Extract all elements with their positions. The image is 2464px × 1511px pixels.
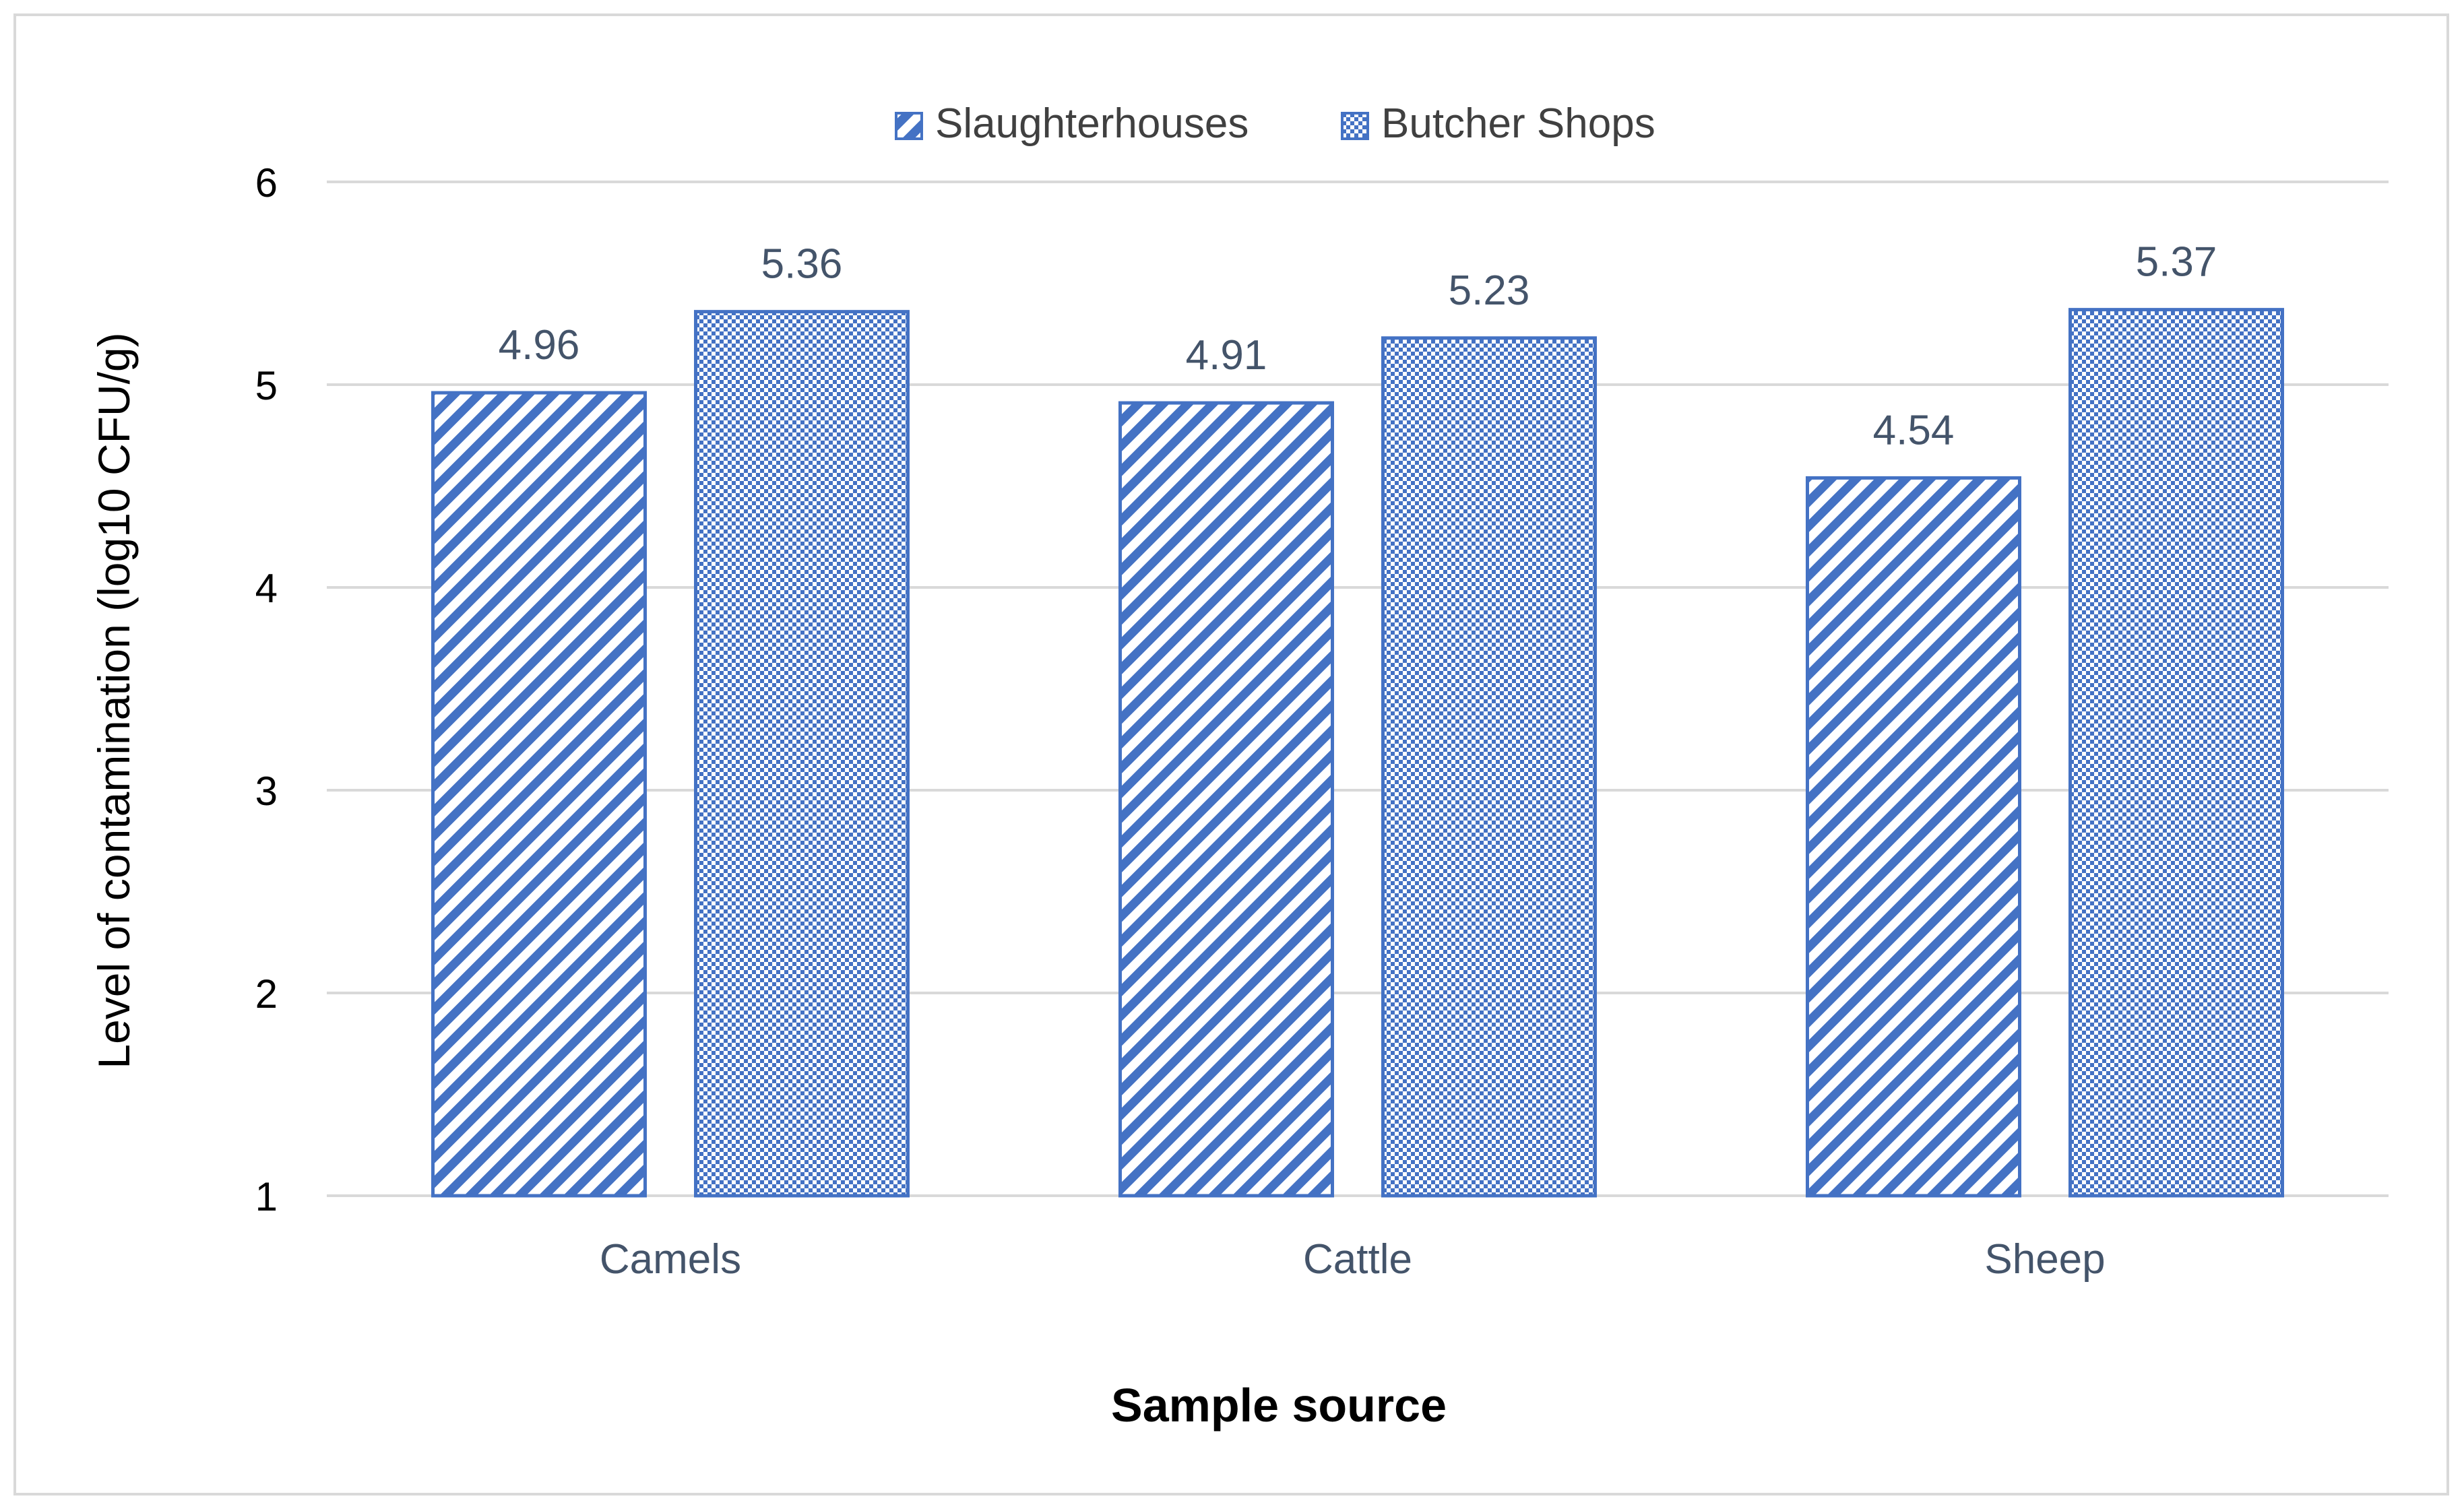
legend-swatch-slaughterhouses xyxy=(895,112,923,140)
y-tick-label: 5 xyxy=(255,363,278,408)
legend-swatch-butcher-shops xyxy=(1341,112,1369,140)
y-axis-title: Level of contamination (log10 CFU/g) xyxy=(89,332,139,1068)
x-tick-label: Camels xyxy=(600,1236,741,1283)
legend-item-slaughterhouses: Slaughterhouses xyxy=(895,100,1249,147)
legend-label-butcher-shops: Butcher Shops xyxy=(1381,100,1655,147)
y-tick-label: 2 xyxy=(255,971,278,1017)
data-label: 5.23 xyxy=(1449,267,1530,314)
data-label: 5.37 xyxy=(2136,239,2217,286)
y-tick-label: 6 xyxy=(255,160,278,205)
x-axis-title: Sample source xyxy=(1111,1379,1447,1432)
y-axis-ticks: 1 2 3 4 5 6 xyxy=(255,160,278,1219)
y-tick-label: 1 xyxy=(255,1174,278,1219)
x-axis-ticks: Camels Cattle Sheep xyxy=(600,1236,2106,1283)
bar-slaughterhouses-cattle xyxy=(1118,401,1334,1198)
x-tick-label: Sheep xyxy=(1984,1236,2105,1283)
data-label: 5.36 xyxy=(761,241,843,288)
bar-butcher-shops-cattle xyxy=(1381,336,1597,1198)
gridlines xyxy=(327,181,2389,1197)
y-tick-label: 3 xyxy=(255,769,278,814)
legend: Slaughterhouses Butcher Shops xyxy=(895,100,1655,147)
x-tick-label: Cattle xyxy=(1303,1236,1412,1283)
bar-slaughterhouses-sheep xyxy=(1806,476,2021,1198)
bar-butcher-shops-sheep xyxy=(2068,308,2284,1198)
data-label: 4.96 xyxy=(499,322,580,368)
bar-slaughterhouses-camels xyxy=(431,391,647,1198)
bars xyxy=(431,308,2284,1198)
legend-item-butcher-shops: Butcher Shops xyxy=(1341,100,1655,147)
data-label: 4.91 xyxy=(1186,332,1267,379)
legend-label-slaughterhouses: Slaughterhouses xyxy=(935,100,1249,147)
data-labels: 4.96 5.36 4.91 5.23 4.54 5.37 xyxy=(499,239,2217,454)
data-label: 4.54 xyxy=(1873,407,1955,453)
bar-butcher-shops-camels xyxy=(694,310,910,1198)
y-tick-label: 4 xyxy=(255,566,278,611)
